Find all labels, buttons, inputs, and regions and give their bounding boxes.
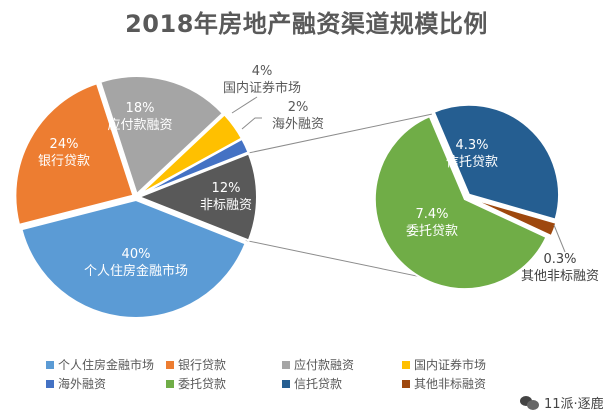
secondary-pie-slice-2 (432, 103, 560, 221)
primary-slice-3-percent-label: 18% (126, 101, 155, 116)
legend-item: 信托贷款 (282, 375, 342, 392)
connector-line-1 (245, 113, 432, 155)
secondary-slice-3-name-label: 其他非标融资 (521, 269, 599, 284)
primary-slice-3-name-label: 应付款融资 (107, 117, 172, 133)
secondary-slice-1-name-label: 委托贷款 (406, 224, 458, 239)
legend-label: 银行贷款 (178, 358, 227, 372)
primary-pie (14, 75, 258, 319)
legend-item: 应付款融资 (282, 356, 354, 373)
legend-label: 信托贷款 (294, 377, 343, 391)
legend-swatch (46, 360, 54, 369)
primary-slice-1-percent-label: 40% (122, 247, 151, 262)
primary-slice-4-name-label: 国内证券市场 (223, 80, 301, 96)
leader-line-secondary-3 (553, 224, 566, 253)
secondary-pie-slice-1 (373, 114, 548, 291)
connector-lines (245, 113, 432, 280)
secondary-slice-3-percent-label: 0.3% (543, 252, 576, 267)
primary-slice-1-name-label: 个人住房金融市场 (84, 263, 188, 279)
primary-slice-4-percent-label: 4% (252, 64, 273, 79)
data-labels: 40%个人住房金融市场 24% 银行贷款 18%应付款融资 12% 非标融资 4%国内证券市… (38, 64, 599, 284)
legend-swatch (46, 379, 54, 388)
legend-swatch (282, 379, 290, 388)
legend-label: 其他非标融资 (414, 377, 487, 391)
secondary-pie (373, 103, 560, 291)
legend-swatch (402, 360, 410, 369)
legend-item: 国内证券市场 (402, 356, 486, 373)
primary-slice-5-percent-label: 2% (288, 100, 309, 115)
watermark-text: 11派·逐鹿 (544, 397, 604, 412)
pie-slice-2 (14, 82, 135, 227)
pie-slice-5 (138, 137, 250, 197)
legend-item: 其他非标融资 (402, 375, 486, 392)
secondary-slice-2-name-label: 信托贷款 (446, 155, 498, 170)
wechat-icon (520, 395, 540, 411)
legend-label: 委托贷款 (178, 377, 227, 391)
secondary-pie-slice-3 (469, 197, 558, 238)
pie-slice-1 (20, 198, 247, 319)
legend-item: 个人住房金融市场 (46, 356, 154, 373)
chart-title: 2018年房地产融资渠道规模比例 (125, 10, 488, 38)
pie-slice-3 (99, 75, 225, 196)
legend-item: 海外融资 (46, 375, 106, 392)
primary-slice-6-percent-label: 12% (212, 181, 241, 196)
primary-slice-2-percent-label: 24% (50, 137, 79, 152)
leader-line-5 (241, 117, 262, 130)
connector-line-2 (245, 239, 430, 280)
legend-swatch (166, 379, 174, 388)
secondary-slice-2-percent-label: 4.3% (455, 138, 488, 153)
legend-item: 银行贷款 (166, 356, 226, 373)
primary-slice-6-name-label: 非标融资 (200, 198, 252, 213)
primary-slice-2-name-label: 银行贷款 (38, 154, 90, 169)
primary-slice-5-name-label: 海外融资 (272, 117, 324, 132)
watermark: 11派·逐鹿 (520, 393, 604, 412)
secondary-slice-1-percent-label: 7.4% (415, 207, 448, 222)
legend-label: 海外融资 (58, 377, 107, 391)
pie-slice-6 (136, 152, 258, 242)
legend-label: 应付款融资 (294, 358, 355, 372)
legend-swatch (282, 360, 290, 369)
legend-swatch (166, 360, 174, 369)
legend-swatch (402, 379, 410, 388)
leader-line-4 (231, 96, 258, 114)
legend-label: 个人住房金融市场 (58, 358, 155, 372)
legend-item: 委托贷款 (166, 375, 226, 392)
legend-label: 国内证券市场 (414, 358, 487, 372)
